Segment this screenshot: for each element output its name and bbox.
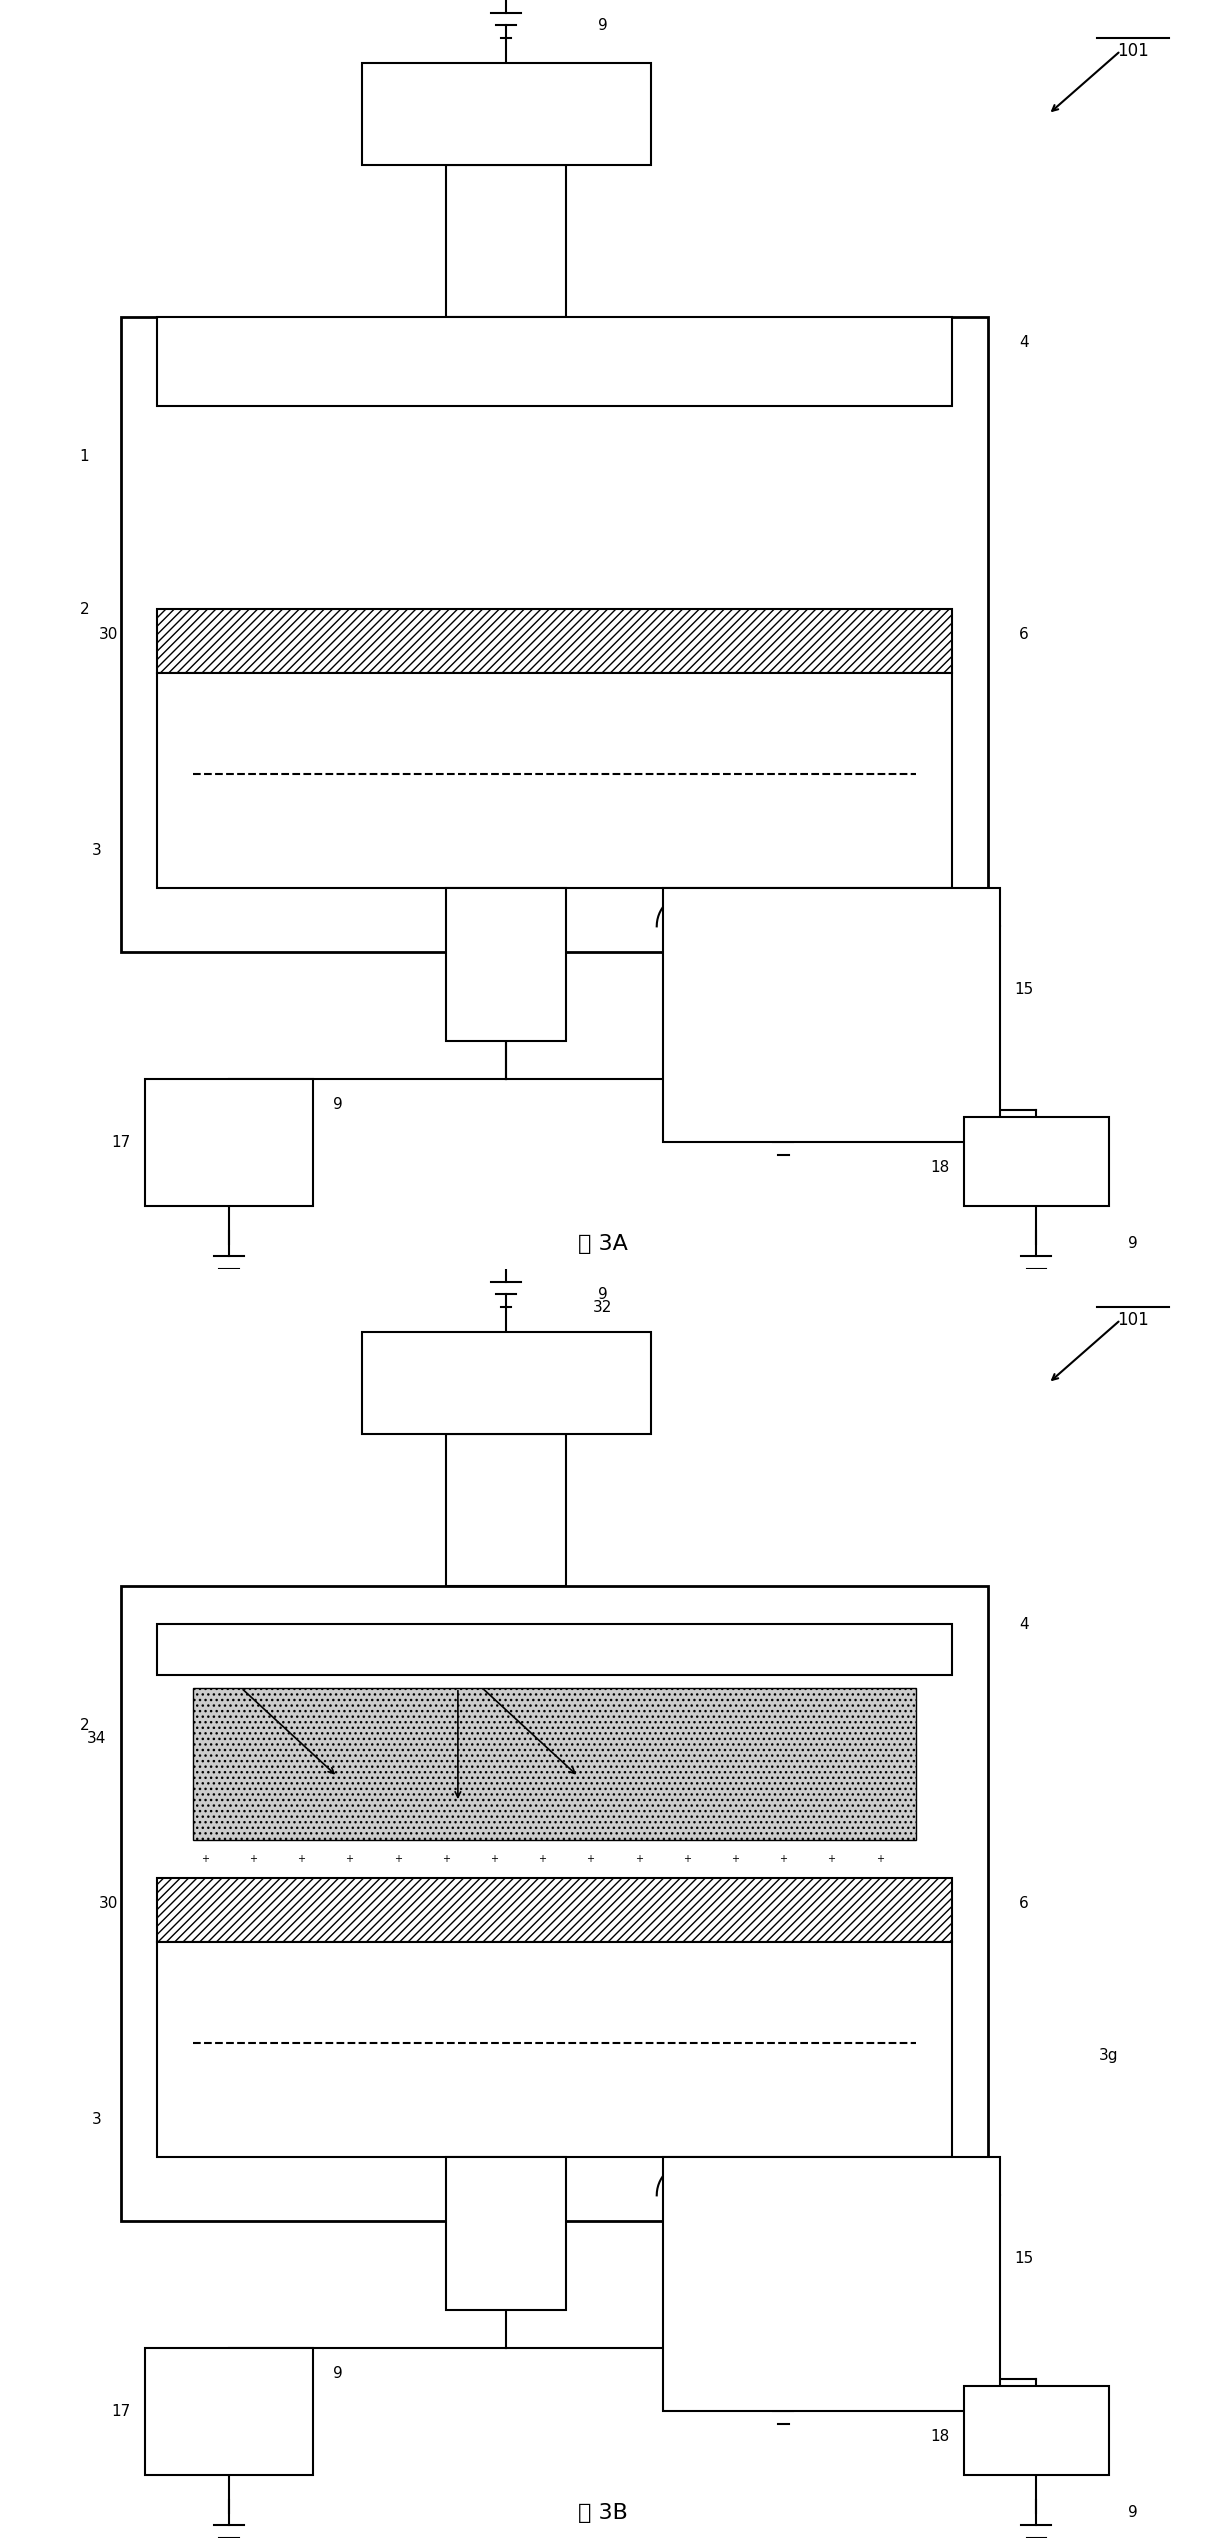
Text: 32: 32 [593, 1299, 612, 1315]
Text: 17: 17 [111, 1134, 130, 1150]
FancyBboxPatch shape [446, 888, 566, 1041]
FancyBboxPatch shape [145, 2348, 313, 2475]
Text: +: + [587, 1855, 594, 1863]
Text: 18: 18 [930, 1160, 950, 1175]
Text: 9: 9 [333, 2365, 342, 2381]
Text: 101: 101 [1117, 41, 1148, 61]
Text: 9: 9 [598, 18, 607, 33]
FancyBboxPatch shape [157, 609, 952, 673]
Text: +: + [731, 1855, 739, 1863]
Text: 15: 15 [1015, 982, 1034, 997]
Text: 6: 6 [1019, 627, 1029, 642]
Text: 9: 9 [1128, 2505, 1138, 2520]
Text: +: + [346, 1855, 353, 1863]
Text: 30: 30 [99, 627, 118, 642]
Text: 15: 15 [1015, 2251, 1034, 2266]
Text: 1: 1 [80, 449, 89, 464]
Text: +: + [442, 1855, 449, 1863]
Text: 3g: 3g [1099, 2048, 1118, 2063]
Text: +: + [394, 1855, 401, 1863]
FancyBboxPatch shape [157, 317, 952, 406]
FancyBboxPatch shape [446, 1434, 566, 1586]
FancyBboxPatch shape [663, 2157, 1000, 2411]
FancyBboxPatch shape [362, 63, 651, 165]
Text: +: + [828, 1855, 835, 1863]
Text: 3: 3 [92, 843, 101, 858]
Text: +: + [876, 1855, 883, 1863]
FancyBboxPatch shape [157, 1942, 952, 2157]
Text: +: + [683, 1855, 690, 1863]
Text: +: + [539, 1855, 546, 1863]
Text: +: + [635, 1855, 642, 1863]
Text: 9: 9 [1128, 1236, 1138, 1251]
Text: 17: 17 [111, 2403, 130, 2419]
FancyBboxPatch shape [145, 1079, 313, 1206]
FancyBboxPatch shape [157, 1624, 952, 1675]
Text: 6: 6 [1019, 1896, 1029, 1911]
Text: 图 3B: 图 3B [577, 2502, 628, 2523]
Text: +: + [298, 1855, 305, 1863]
Text: 图 3A: 图 3A [577, 1233, 628, 1254]
Text: 34: 34 [87, 1731, 106, 1746]
Text: 2: 2 [80, 602, 89, 617]
FancyBboxPatch shape [663, 888, 1000, 1142]
FancyBboxPatch shape [157, 1878, 952, 1942]
Text: +: + [780, 1855, 787, 1863]
Text: 4: 4 [1019, 335, 1029, 350]
Text: 3: 3 [92, 2112, 101, 2127]
Text: +: + [249, 1855, 257, 1863]
Text: 101: 101 [1117, 1310, 1148, 1330]
Text: 9: 9 [598, 1287, 607, 1302]
FancyBboxPatch shape [964, 1117, 1109, 1206]
Text: 9: 9 [333, 1096, 342, 1112]
FancyBboxPatch shape [120, 1586, 988, 2221]
Text: 30: 30 [99, 1896, 118, 1911]
Text: 4: 4 [1019, 1617, 1029, 1632]
Text: 2: 2 [80, 1718, 89, 1733]
FancyBboxPatch shape [157, 673, 952, 888]
FancyBboxPatch shape [446, 2157, 566, 2310]
FancyBboxPatch shape [964, 2386, 1109, 2475]
FancyBboxPatch shape [362, 1332, 651, 1434]
Text: +: + [201, 1855, 208, 1863]
FancyBboxPatch shape [120, 317, 988, 952]
Text: 18: 18 [930, 2429, 950, 2444]
Text: +: + [490, 1855, 498, 1863]
FancyBboxPatch shape [446, 165, 566, 317]
FancyBboxPatch shape [193, 1688, 916, 1840]
